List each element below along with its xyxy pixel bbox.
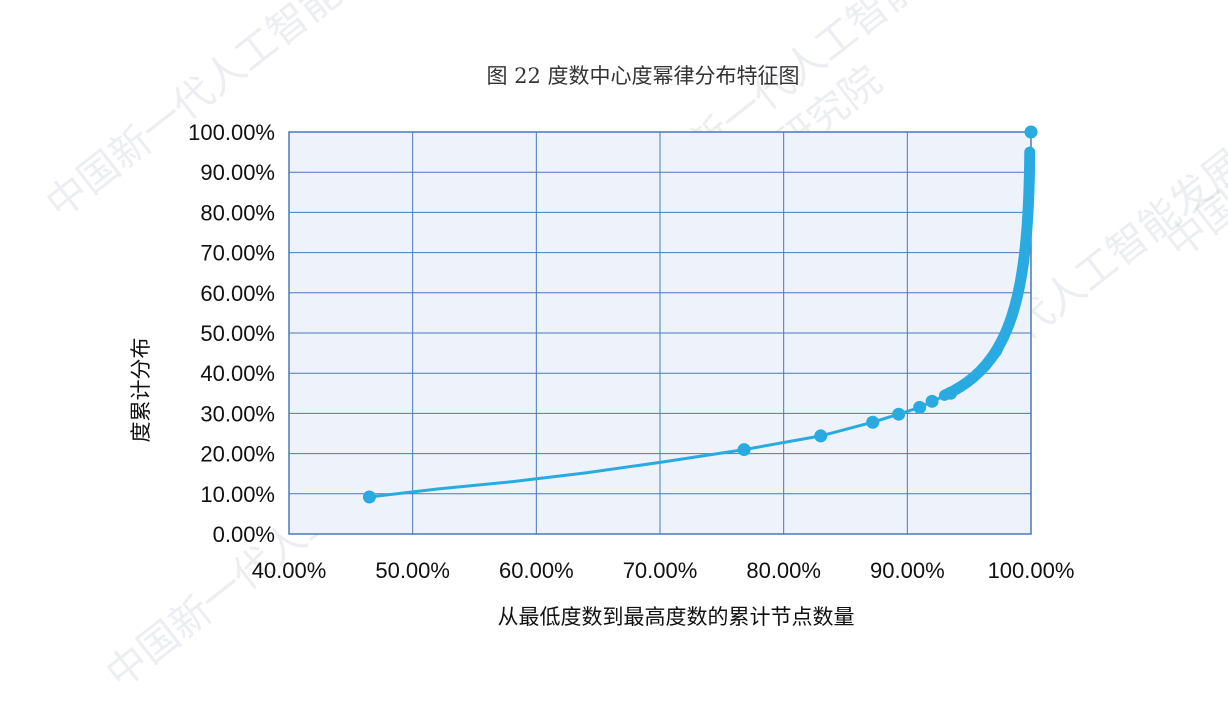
y-tick-label: 20.00% bbox=[200, 442, 275, 467]
data-point bbox=[362, 490, 376, 504]
watermark-text: 中国新一代人工智能发展战略研究院 bbox=[1158, 0, 1228, 268]
y-tick-label: 50.00% bbox=[200, 321, 275, 346]
data-point bbox=[866, 415, 880, 429]
grid bbox=[288, 131, 1032, 535]
x-axis-ticks: 40.00% 50.00% 60.00% 70.00% 80.00% 90.00% 100.… bbox=[252, 558, 1075, 583]
data-point bbox=[944, 386, 958, 400]
data-point bbox=[925, 394, 939, 408]
y-tick-label: 60.00% bbox=[200, 281, 275, 306]
chart-title: 图 22 度数中心度幂律分布特征图 bbox=[486, 64, 799, 88]
y-tick-label: 90.00% bbox=[200, 160, 275, 185]
y-tick-label: 30.00% bbox=[200, 401, 275, 426]
y-tick-label: 80.00% bbox=[200, 200, 275, 225]
data-point bbox=[913, 400, 927, 414]
x-tick-label: 60.00% bbox=[499, 558, 574, 583]
data-point bbox=[814, 429, 828, 443]
x-tick-label: 80.00% bbox=[746, 558, 821, 583]
x-tick-label: 100.00% bbox=[988, 558, 1075, 583]
data-point bbox=[1024, 125, 1038, 139]
data-point bbox=[892, 407, 906, 421]
y-tick-label: 100.00% bbox=[188, 120, 275, 145]
y-tick-label: 10.00% bbox=[200, 482, 275, 507]
y-tick-label: 70.00% bbox=[200, 241, 275, 266]
y-axis-title: 度累计分布 bbox=[129, 338, 153, 443]
series-dense-tail bbox=[938, 146, 1036, 401]
data-point bbox=[737, 443, 751, 457]
y-tick-label: 0.00% bbox=[213, 522, 275, 547]
x-tick-label: 50.00% bbox=[375, 558, 450, 583]
x-tick-label: 90.00% bbox=[870, 558, 945, 583]
x-tick-label: 40.00% bbox=[252, 558, 327, 583]
x-tick-label: 70.00% bbox=[623, 558, 698, 583]
series bbox=[362, 125, 1038, 504]
x-axis-title: 从最低度数到最高度数的累计节点数量 bbox=[498, 605, 855, 629]
y-axis-ticks: 0.00% 10.00% 20.00% 30.00% 40.00% 50.00% 60.00… bbox=[188, 120, 275, 547]
y-tick-label: 40.00% bbox=[200, 361, 275, 386]
